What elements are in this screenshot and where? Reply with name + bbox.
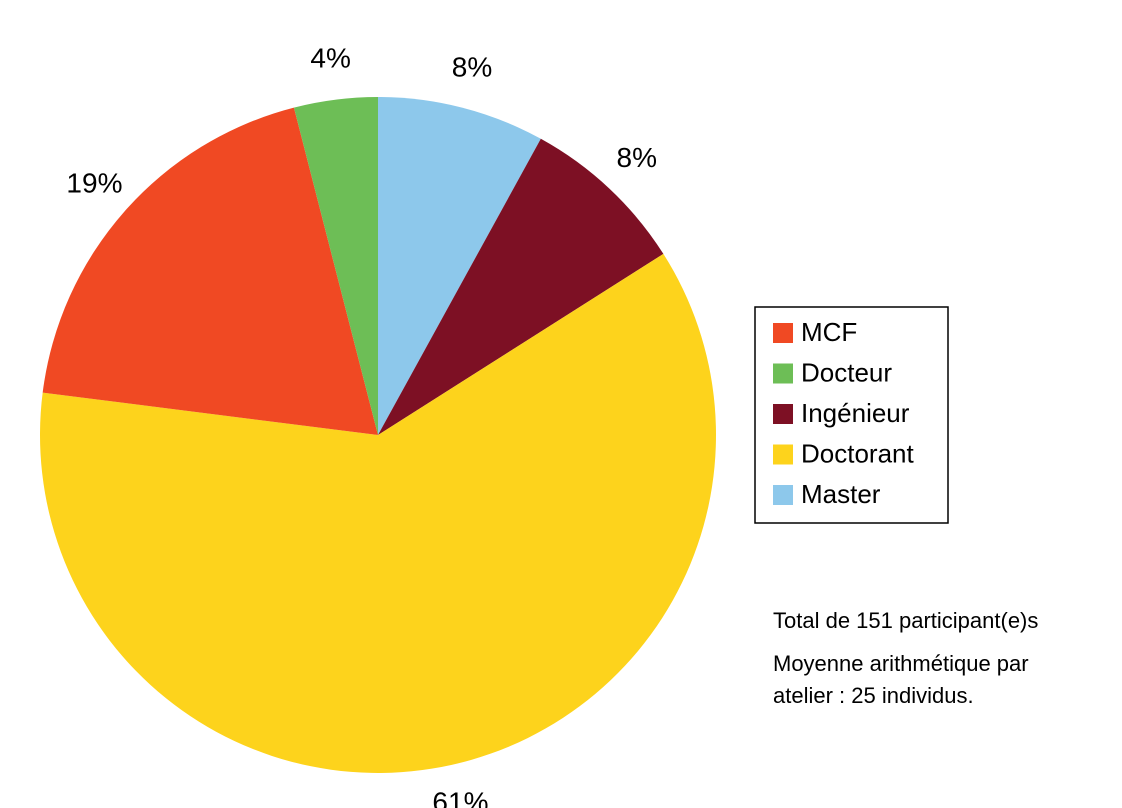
legend-label: Doctorant	[801, 438, 914, 468]
data-label: 8%	[452, 51, 492, 82]
pie-slice	[42, 107, 379, 435]
legend-label: Ingénieur	[801, 398, 910, 428]
legend-swatch	[773, 444, 793, 465]
note: Moyenne arithmétique par	[773, 651, 1029, 676]
pie-slice	[39, 253, 716, 774]
data-label: 4%	[310, 42, 350, 73]
note: Total de 151 participant(e)s	[773, 608, 1038, 633]
legend-label: Master	[801, 479, 881, 509]
legend-swatch	[773, 363, 793, 384]
pie-slice	[293, 97, 378, 435]
pie-slice	[378, 97, 541, 435]
legend-swatch	[773, 323, 793, 343]
data-label: 19%	[66, 167, 122, 198]
note: atelier : 25 individus.	[773, 683, 974, 708]
legend-label: Docteur	[801, 357, 892, 387]
legend-swatch	[773, 404, 793, 424]
pie-slice	[378, 138, 664, 435]
data-label: 61%	[432, 786, 488, 808]
legend-label: MCF	[801, 317, 857, 347]
data-label: 8%	[617, 142, 657, 173]
legend-swatch	[773, 485, 793, 505]
